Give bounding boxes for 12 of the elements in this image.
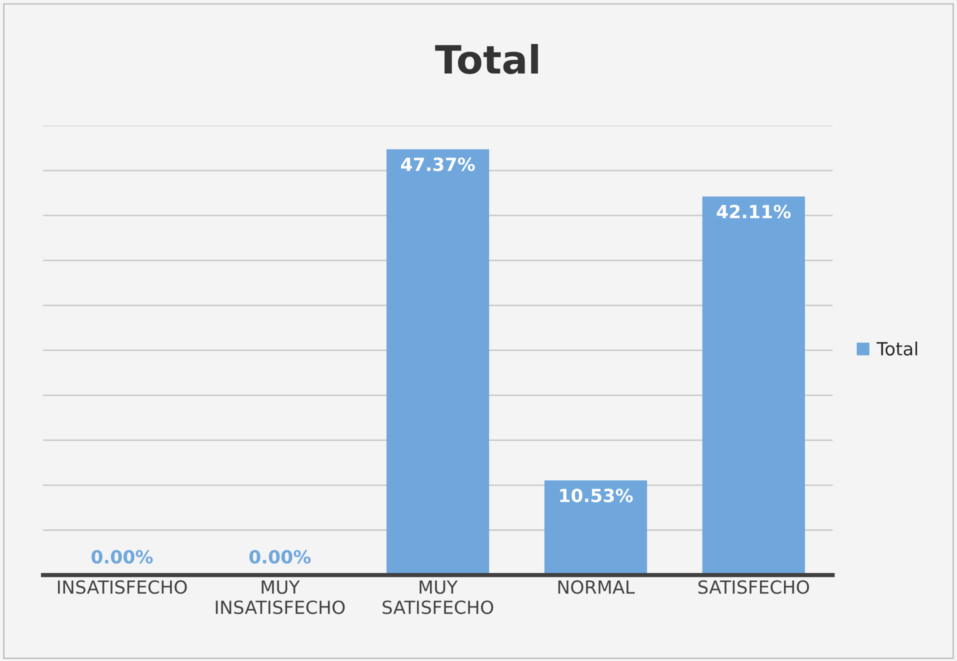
x-tick-label: SATISFECHO bbox=[698, 580, 809, 594]
data-label: 10.53% bbox=[560, 488, 633, 502]
legend-label: Total bbox=[876, 342, 918, 356]
data-label: 0.00% bbox=[92, 550, 153, 564]
x-tick-label: NORMAL bbox=[558, 580, 635, 594]
data-label: 47.37% bbox=[401, 157, 475, 172]
chart-title: Total bbox=[435, 44, 538, 74]
x-tick-label: MUY INSATISFECHO bbox=[216, 580, 345, 614]
x-tick-label: MUY SATISFECHO bbox=[382, 580, 494, 614]
data-label: 42.11% bbox=[716, 204, 791, 218]
x-tick-label: INSATISFECHO bbox=[58, 580, 187, 594]
data-label: 0.00% bbox=[249, 550, 311, 564]
